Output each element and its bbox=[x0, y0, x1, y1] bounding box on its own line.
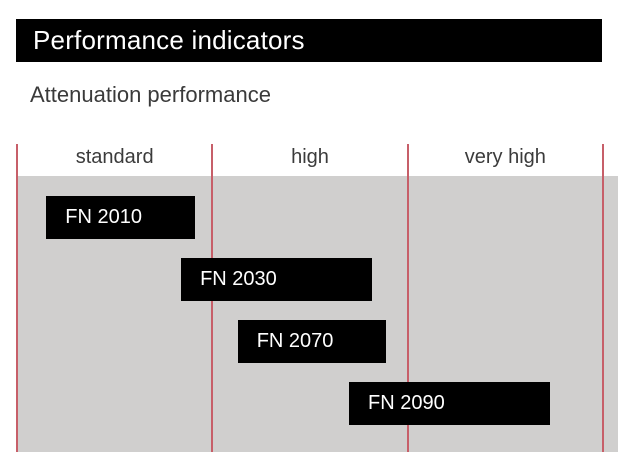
page-title: Performance indicators bbox=[33, 25, 305, 55]
column-label-standard: standard bbox=[75, 146, 154, 168]
range-bar-fn-2070: FN 2070 bbox=[237, 320, 387, 363]
column-separator-line bbox=[406, 144, 409, 452]
chart-subtitle: Attenuation performance bbox=[30, 82, 271, 107]
column-label-very-high: very high bbox=[464, 146, 546, 168]
range-bar-fn-2090: FN 2090 bbox=[349, 382, 551, 425]
column-separator-line bbox=[601, 144, 604, 452]
range-bar-fn-2030: FN 2030 bbox=[181, 258, 373, 301]
column-separator-line bbox=[16, 144, 18, 452]
range-bar-fn-2010: FN 2010 bbox=[46, 196, 195, 239]
column-label-high: high bbox=[291, 146, 329, 168]
header-banner: Performance indicators bbox=[16, 19, 602, 62]
